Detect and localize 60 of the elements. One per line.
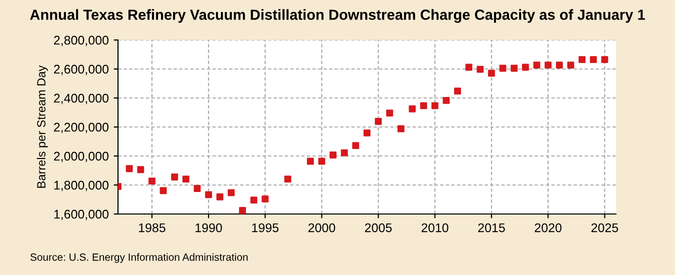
point <box>352 142 360 150</box>
point <box>205 191 212 198</box>
point <box>137 166 144 174</box>
x-tick-label: 2010 <box>422 223 448 232</box>
y-tick-label: 2,400,000 <box>54 94 108 104</box>
x-tick-label: 1995 <box>252 223 279 232</box>
point <box>330 152 337 158</box>
point <box>228 189 235 196</box>
point <box>148 178 156 185</box>
point <box>318 158 326 165</box>
point <box>408 105 416 112</box>
y-tick-label: 2,600,000 <box>54 64 108 76</box>
point <box>160 187 167 194</box>
point <box>544 62 552 69</box>
y-tick-label: 2,800,000 <box>54 36 108 46</box>
y-tick-label: 2,200,000 <box>54 122 108 134</box>
point <box>420 102 428 110</box>
point <box>488 70 495 77</box>
point <box>397 125 404 132</box>
point <box>454 88 462 95</box>
point <box>306 158 314 165</box>
y-tick-label: 1,600,000 <box>54 210 108 220</box>
y-axis-title: Barrels per Stream Day <box>36 65 48 188</box>
x-tick-label: 1990 <box>196 223 222 232</box>
point <box>567 62 574 69</box>
x-tick-label: 2000 <box>308 223 336 232</box>
point <box>533 62 540 69</box>
point <box>601 56 608 64</box>
point <box>442 96 450 104</box>
point <box>340 149 348 156</box>
point <box>522 64 529 71</box>
x-tick-label: 1985 <box>139 223 166 232</box>
point <box>250 196 258 204</box>
point <box>216 193 224 200</box>
point <box>578 56 586 64</box>
point <box>262 195 269 202</box>
point <box>499 64 506 72</box>
point <box>182 176 190 183</box>
point <box>194 185 201 192</box>
point <box>126 165 133 172</box>
point <box>239 207 246 214</box>
point <box>364 129 370 136</box>
point <box>510 64 518 72</box>
point <box>476 66 484 73</box>
point <box>431 102 438 110</box>
point <box>556 62 563 69</box>
x-tick-label: 2025 <box>591 223 618 232</box>
point <box>465 64 472 71</box>
source-note: Source: U.S. Energy Information Administration <box>30 253 248 263</box>
point <box>171 174 178 180</box>
x-tick-label: 2020 <box>534 223 562 232</box>
x-tick-label: 2005 <box>365 223 392 232</box>
x-tick-label: 2015 <box>478 223 505 232</box>
y-tick-label: 2,000,000 <box>54 152 108 162</box>
point <box>374 118 382 125</box>
chart-title: Annual Texas Refinery Vacuum Distillation Downstream Charge Capacity as of January 1 <box>30 9 645 23</box>
point <box>590 56 597 64</box>
y-tick-label: 1,800,000 <box>54 180 108 192</box>
point <box>386 110 394 117</box>
point <box>284 176 292 183</box>
